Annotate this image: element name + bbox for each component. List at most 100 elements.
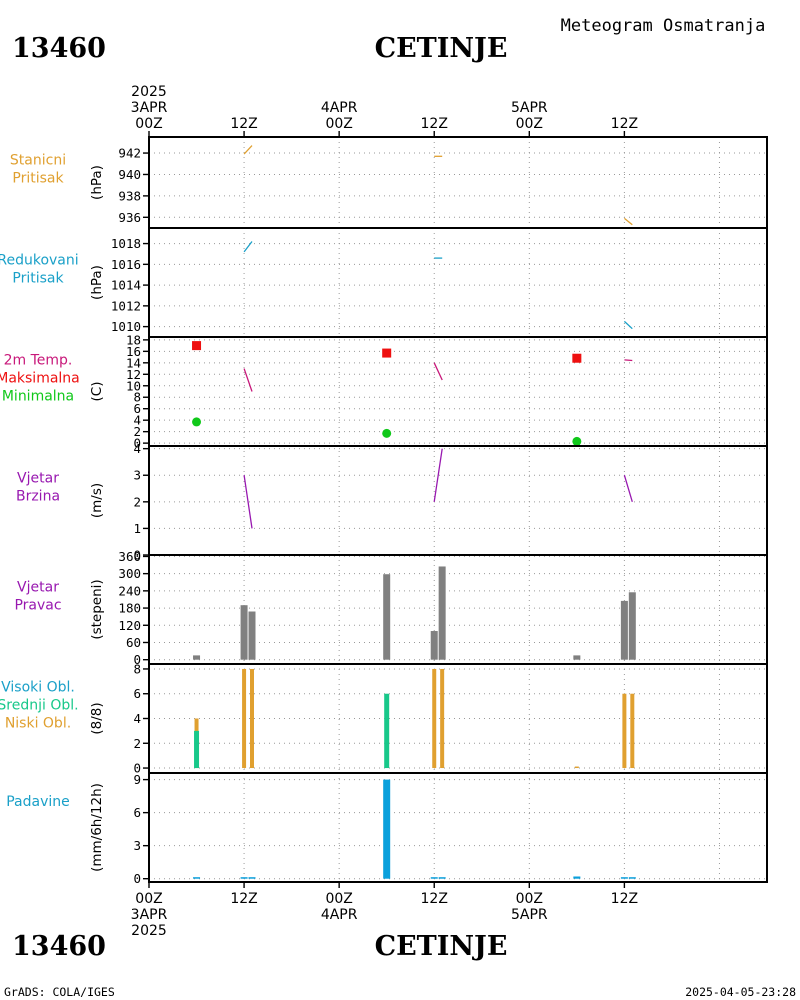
time-label-bottom: 12Z <box>230 891 257 907</box>
panel-label: Niski Obl. <box>5 716 71 732</box>
panel-label: Stanicni <box>10 153 66 169</box>
data-bar <box>430 631 438 660</box>
max-temp-marker <box>572 353 582 363</box>
time-label-bottom: 00Z <box>516 891 543 907</box>
y-tick-label: 180 <box>118 601 141 616</box>
y-tick-label: 2 <box>133 736 141 751</box>
panel-label: Pravac <box>14 598 61 614</box>
data-bar <box>248 877 256 879</box>
time-label-bottom: 2025 <box>131 923 167 939</box>
y-tick-label: 10 <box>126 378 141 393</box>
y-axis-unit: (C) <box>89 382 105 402</box>
y-tick-label: 1018 <box>111 236 141 251</box>
data-bar <box>383 779 391 879</box>
series-line-segment <box>243 241 253 253</box>
time-label-bottom: 00Z <box>325 891 352 907</box>
y-tick-label: 120 <box>118 618 141 633</box>
min-temp-marker <box>572 436 582 446</box>
y-tick-label: 2 <box>133 494 141 509</box>
time-label-top: 12Z <box>230 116 257 132</box>
panel-frame <box>148 772 768 883</box>
panel-label: Visoki Obl. <box>1 680 75 696</box>
y-tick-label: 9 <box>133 772 141 787</box>
panel-label: Padavine <box>6 794 70 810</box>
y-tick-label: 1014 <box>111 278 141 293</box>
panel-label: Vjetar <box>17 471 59 487</box>
min-temp-marker <box>382 428 392 438</box>
y-tick-label: 0 <box>133 761 141 776</box>
y-tick-label: 360 <box>118 549 141 564</box>
data-bar <box>620 877 628 879</box>
y-tick-label: 16 <box>126 344 141 359</box>
y-axis-unit: (stepeni) <box>89 579 105 639</box>
series-line-segment <box>623 320 633 330</box>
max-temp-marker <box>382 348 392 358</box>
credit-text: GrADS: COLA/IGES <box>4 985 115 999</box>
time-label-bottom: 12Z <box>611 891 638 907</box>
data-bar <box>573 655 581 660</box>
y-axis-unit: (m/s) <box>89 483 105 518</box>
data-bar <box>628 877 636 879</box>
cloud-bar <box>384 693 390 769</box>
series-line-segment <box>433 448 443 502</box>
time-label-bottom: 00Z <box>135 891 162 907</box>
cloud-bar <box>242 668 247 769</box>
data-bar <box>620 600 628 660</box>
y-axis-unit: (mm/6h/12h) <box>89 783 105 872</box>
cloud-bar <box>194 730 200 769</box>
time-label-top: 4APR <box>321 100 358 116</box>
y-tick-label: 6 <box>133 401 141 416</box>
y-tick-label: 4 <box>133 441 141 456</box>
station-name-bottom: CETINJE <box>375 931 508 962</box>
panel-reduced_pressure: 1010 1012 1014 1016 1018 (hPa) Redukovani Priti… <box>0 227 768 338</box>
panel-label: Redukovani <box>0 253 79 269</box>
cloud-bar <box>440 668 445 769</box>
panels: 936938940942(hPa)StanicniPritisak1010101… <box>0 136 768 886</box>
series-line-segment <box>243 475 253 529</box>
series-line-segment <box>623 475 633 502</box>
time-label-bottom: 5APR <box>511 907 548 923</box>
y-tick-label: 938 <box>118 188 141 203</box>
y-tick-label: 2 <box>133 424 141 439</box>
cloud-bar <box>622 693 627 769</box>
y-tick-label: 940 <box>118 167 141 182</box>
panel-frame <box>148 445 768 556</box>
y-axis-unit: (hPa) <box>89 165 105 200</box>
y-tick-label: 4 <box>133 711 141 726</box>
series-line-segment <box>624 359 633 362</box>
panel-label: Srednji Obl. <box>0 698 79 714</box>
time-label-top: 5APR <box>511 100 548 116</box>
y-tick-label: 6 <box>133 686 141 701</box>
panel-cloud_cover: 0 2 4 6 8 (8/8) Visoki Obl. Srednji Obl. Niski O… <box>0 661 768 776</box>
series-line-segment <box>433 362 443 381</box>
y-tick-label: 1010 <box>111 319 141 334</box>
data-bar <box>438 566 446 660</box>
y-tick-label: 942 <box>118 146 141 161</box>
cloud-bar <box>432 668 437 769</box>
time-label-top: 3APR <box>131 100 168 116</box>
data-bar <box>628 592 636 660</box>
data-bar <box>383 574 391 660</box>
y-axis-unit: (hPa) <box>89 265 105 300</box>
y-tick-label: 8 <box>133 390 141 405</box>
station-name-top: CETINJE <box>375 33 508 64</box>
cloud-bar <box>574 766 579 769</box>
y-tick-label: 4 <box>133 413 141 428</box>
y-tick-label: 1012 <box>111 298 141 313</box>
max-temp-marker <box>192 341 202 351</box>
y-tick-label: 0 <box>133 652 141 667</box>
series-line-segment <box>623 217 633 226</box>
time-label-bottom: 4APR <box>321 907 358 923</box>
panel-label: Brzina <box>16 489 60 505</box>
time-label-top: 00Z <box>135 116 162 132</box>
y-tick-label: 8 <box>133 661 141 676</box>
data-bar <box>240 877 248 879</box>
data-bar <box>248 611 256 660</box>
y-tick-label: 0 <box>133 436 141 451</box>
time-label-top: 12Z <box>421 116 448 132</box>
y-tick-label: 6 <box>133 805 141 820</box>
cloud-bar <box>250 668 254 769</box>
